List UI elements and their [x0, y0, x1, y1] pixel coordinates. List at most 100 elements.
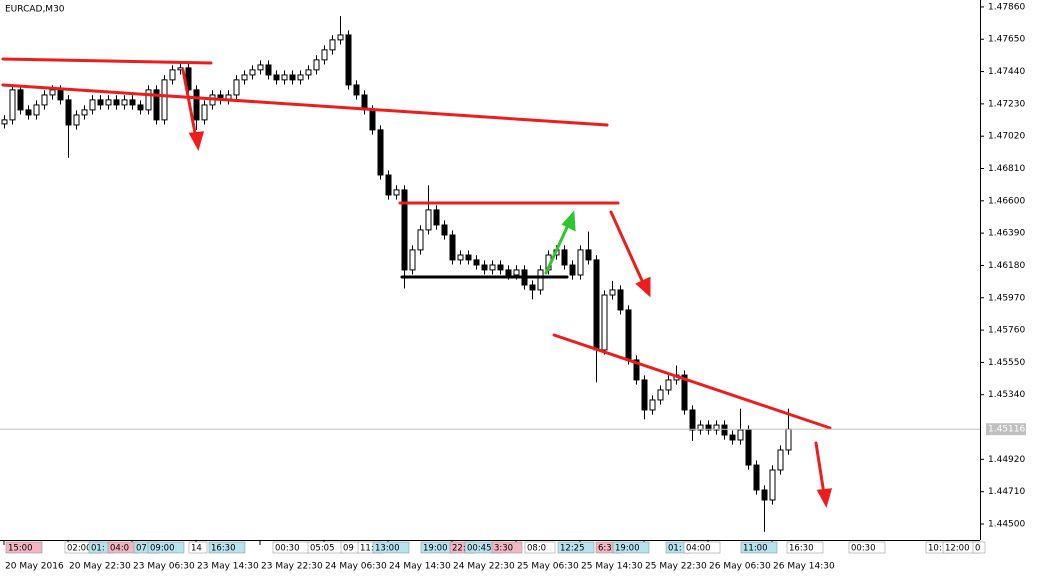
- candle-body: [689, 409, 696, 431]
- candle-body: [609, 289, 616, 296]
- candle-body: [297, 74, 304, 81]
- candle-body: [329, 39, 336, 51]
- candle-body: [73, 114, 80, 126]
- candle-body: [81, 109, 88, 116]
- candles: [1, 16, 792, 532]
- candle-body: [393, 189, 400, 196]
- session-tag: 01:: [91, 544, 105, 554]
- candle-body: [121, 99, 128, 106]
- green-arrow: [544, 210, 576, 275]
- candle-body: [25, 109, 32, 116]
- y-tick-label: 1.44920: [988, 455, 1025, 465]
- candle-body: [593, 259, 600, 351]
- candle-body: [289, 74, 296, 81]
- arrow-head: [561, 210, 576, 232]
- candle-body: [633, 359, 640, 381]
- session-tag: 19:00: [615, 544, 640, 554]
- session-tag: 11:: [360, 544, 374, 554]
- candle-body: [489, 264, 496, 271]
- candle-body: [273, 74, 280, 81]
- trend-line: [552, 333, 832, 430]
- y-tick-label: 1.46390: [988, 229, 1025, 239]
- x-tick-label: 23 May 06:30: [133, 562, 195, 572]
- candle-body: [729, 434, 736, 441]
- chart-title: EURCAD,M30: [5, 5, 65, 15]
- x-tick-label: 25 May 22:30: [645, 562, 707, 572]
- current-price-box: [986, 423, 1026, 436]
- y-tick-label: 1.45760: [988, 326, 1025, 336]
- candle-body: [785, 428, 792, 451]
- candle-body: [585, 249, 592, 261]
- candle-body: [409, 249, 416, 271]
- session-tag: 12:25: [560, 544, 585, 554]
- trend-line: [1, 57, 213, 65]
- candle-body: [313, 59, 320, 71]
- candle-body: [265, 64, 272, 76]
- candle-body: [473, 259, 480, 266]
- session-tag: 3:30: [494, 544, 513, 554]
- session-tag: 07:: [136, 544, 150, 554]
- candle-body: [17, 89, 24, 111]
- candle-body: [753, 464, 760, 491]
- arrow-head: [188, 131, 205, 151]
- y-tick-label: 1.47650: [988, 35, 1025, 45]
- session-tag: 16:30: [789, 544, 814, 554]
- candle-body: [449, 234, 456, 261]
- candle-body: [745, 429, 752, 466]
- session-tag: 11:00: [743, 544, 768, 554]
- candle-body: [705, 424, 712, 431]
- y-tick-label: 1.46810: [988, 164, 1025, 174]
- session-tag-box: [683, 541, 721, 554]
- x-tick-label: 24 May 22:30: [453, 562, 515, 572]
- candle-body: [153, 89, 160, 121]
- arrow: [544, 221, 571, 275]
- candle-body: [457, 254, 464, 261]
- session-tag: 00:45: [467, 544, 492, 554]
- y-tick-label: 1.45970: [988, 293, 1025, 303]
- candle-body: [513, 269, 520, 276]
- candle-body: [641, 379, 648, 411]
- candle-body: [537, 269, 544, 291]
- session-tag: 05:05: [310, 544, 335, 554]
- x-tick-label: 25 May 06:30: [517, 562, 579, 572]
- x-tick-label: 25 May 14:30: [581, 562, 643, 572]
- x-tick-label: 23 May 22:30: [261, 562, 323, 572]
- candle-body: [665, 379, 672, 391]
- y-tick-label: 1.45340: [988, 390, 1025, 400]
- candle-body: [65, 99, 72, 126]
- candle-body: [769, 469, 776, 501]
- candle-body: [57, 89, 64, 101]
- session-tag: 6:3: [598, 544, 612, 554]
- candle-body: [281, 74, 288, 81]
- candle-body: [417, 229, 424, 251]
- session-tag: 14: [191, 544, 202, 554]
- session-tag: 10:: [928, 544, 942, 554]
- y-tick-label: 1.46600: [988, 196, 1025, 206]
- y-tick-label: 1.47230: [988, 99, 1025, 109]
- session-tag: 00:30: [851, 544, 876, 554]
- candle-body: [529, 284, 536, 291]
- y-tick-label: 1.45550: [988, 358, 1025, 368]
- candle-body: [657, 389, 664, 401]
- session-tag-box: [147, 541, 185, 554]
- y-tick-label: 1.44500: [988, 519, 1025, 529]
- candle-body: [105, 99, 112, 106]
- candle-body: [561, 249, 568, 266]
- x-tick-label: 20 May 22:30: [69, 562, 131, 572]
- candle-body: [617, 289, 624, 311]
- y-tick-label: 1.46180: [988, 261, 1025, 271]
- y-tick-label: 1.47860: [988, 2, 1025, 12]
- candle-body: [497, 264, 504, 271]
- session-tag: 00:30: [275, 544, 300, 554]
- drawn-objects: [1, 57, 833, 508]
- candle-body: [433, 209, 440, 226]
- x-tick-label: 20 May 2016: [5, 562, 64, 572]
- session-tag-box: [557, 541, 595, 554]
- session-tag: 02:00: [67, 544, 92, 554]
- candle-body: [401, 189, 408, 271]
- session-tag: 22:: [452, 544, 466, 554]
- candle-body: [129, 99, 136, 106]
- candle-body: [577, 249, 584, 276]
